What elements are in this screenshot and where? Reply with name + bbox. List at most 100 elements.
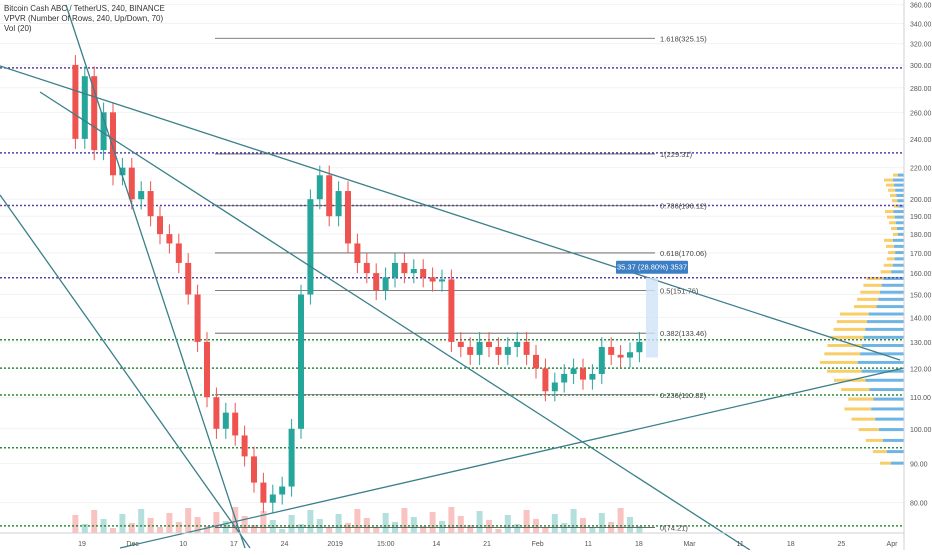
candle[interactable] <box>222 412 229 429</box>
candle[interactable] <box>570 368 577 374</box>
candle[interactable] <box>392 262 398 278</box>
candle[interactable] <box>533 354 539 369</box>
vpvr-bar-up <box>886 183 895 187</box>
candle[interactable] <box>204 341 210 398</box>
vpvr-bar-down <box>868 312 904 316</box>
candle[interactable] <box>326 175 333 217</box>
x-tick-label: 11 <box>585 541 592 548</box>
candle[interactable] <box>439 279 445 282</box>
volume-bar <box>410 517 417 533</box>
x-tick-label: 14 <box>432 541 440 548</box>
candle[interactable] <box>617 354 624 358</box>
candle[interactable] <box>157 216 163 235</box>
volume-bar <box>213 512 220 533</box>
volume-bar <box>523 510 530 533</box>
candle[interactable] <box>580 368 586 380</box>
volume-bar <box>457 516 464 533</box>
candle[interactable] <box>514 341 521 348</box>
candle[interactable] <box>335 191 342 217</box>
trendline[interactable] <box>39 91 751 551</box>
candle[interactable] <box>486 341 492 348</box>
candle[interactable] <box>467 347 474 355</box>
candle[interactable] <box>495 347 502 355</box>
volume-indicator-label[interactable]: Vol (20) <box>4 24 32 33</box>
candle[interactable] <box>185 262 192 295</box>
candle[interactable] <box>410 269 417 274</box>
candle[interactable] <box>627 352 633 358</box>
candle[interactable] <box>100 112 107 151</box>
vpvr-bar-down <box>894 215 904 219</box>
trendline[interactable] <box>0 194 251 549</box>
vpvr-bar-up <box>880 270 892 274</box>
candle[interactable] <box>288 428 295 487</box>
candle[interactable] <box>147 191 154 217</box>
candle[interactable] <box>213 397 220 429</box>
candle[interactable] <box>598 347 605 374</box>
x-tick-label: 17 <box>230 541 238 548</box>
vpvr-bar-up <box>888 251 896 255</box>
candle[interactable] <box>542 368 549 392</box>
symbol-label[interactable]: Bitcoin Cash ABC / TetherUS, 240, BINANC… <box>4 4 165 13</box>
candle[interactable] <box>307 199 314 295</box>
candle[interactable] <box>119 167 126 176</box>
candle[interactable] <box>551 382 558 392</box>
volume-bar <box>476 511 483 533</box>
candle[interactable] <box>476 341 483 355</box>
vpvr-bar-up <box>827 343 862 347</box>
price-axis[interactable] <box>904 0 932 550</box>
volume-bar <box>175 522 182 533</box>
candle[interactable] <box>373 273 380 291</box>
vpvr-bar-up <box>833 327 866 331</box>
candle[interactable] <box>316 175 323 200</box>
vpvr-bar-down <box>886 450 904 454</box>
candle[interactable] <box>420 269 427 278</box>
candle[interactable] <box>523 341 530 355</box>
candle[interactable] <box>345 191 351 244</box>
candle[interactable] <box>401 262 408 274</box>
vpvr-bar-down <box>894 257 904 261</box>
candle[interactable] <box>448 279 455 342</box>
candle[interactable] <box>72 64 79 139</box>
candle[interactable] <box>166 234 173 244</box>
candle[interactable] <box>269 494 276 503</box>
candle[interactable] <box>241 435 248 457</box>
vpvr-bar-up <box>887 215 895 219</box>
candle[interactable] <box>298 294 304 429</box>
candle[interactable] <box>363 262 370 274</box>
candle[interactable] <box>260 482 267 503</box>
candle[interactable] <box>504 347 511 355</box>
candle[interactable] <box>636 341 643 353</box>
candle[interactable] <box>382 277 389 291</box>
candle[interactable] <box>128 167 135 200</box>
candle[interactable] <box>279 486 286 495</box>
candle[interactable] <box>429 277 436 282</box>
candle[interactable] <box>608 347 615 355</box>
trendline[interactable] <box>0 65 901 361</box>
vpvr-bar-up <box>863 283 882 287</box>
candle[interactable] <box>110 112 116 176</box>
candle[interactable] <box>81 76 88 139</box>
vpvr-bar-up <box>851 417 876 421</box>
vpvr-bar-down <box>897 232 904 236</box>
trendline[interactable] <box>119 367 905 549</box>
measure-box[interactable] <box>646 277 658 358</box>
candle[interactable] <box>561 373 568 383</box>
candle[interactable] <box>175 243 182 263</box>
trendline[interactable] <box>65 4 246 549</box>
vpvr-bar-up <box>836 320 868 324</box>
candle[interactable] <box>457 341 464 348</box>
candle[interactable] <box>589 373 596 380</box>
candle[interactable] <box>251 456 257 483</box>
candle[interactable] <box>354 243 361 263</box>
vpvr-bar-up <box>883 263 893 267</box>
candle[interactable] <box>194 294 201 342</box>
x-tick-label: Feb <box>532 541 544 548</box>
candle[interactable] <box>91 76 98 151</box>
candle[interactable] <box>138 191 145 200</box>
candle[interactable] <box>232 412 239 436</box>
vpvr-indicator-label[interactable]: VPVR (Number Of Rows, 240, Up/Down, 70) <box>4 14 164 23</box>
fib-level-label: 0(74.21) <box>660 524 688 533</box>
y-tick-label: 280.00 <box>910 86 932 93</box>
